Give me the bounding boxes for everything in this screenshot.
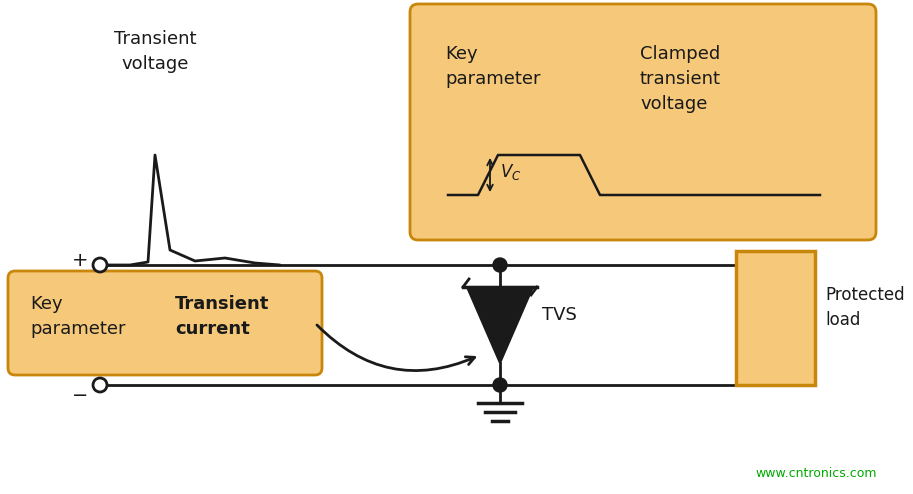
Text: Transient: Transient (114, 30, 196, 48)
Text: Protected: Protected (825, 286, 905, 304)
Text: parameter: parameter (445, 70, 540, 88)
Text: +: + (72, 250, 89, 270)
Circle shape (93, 258, 107, 272)
Text: Transient: Transient (175, 295, 269, 313)
Text: load: load (825, 311, 860, 329)
Text: www.cntronics.com: www.cntronics.com (755, 467, 876, 480)
Text: −: − (72, 385, 89, 405)
Text: Key: Key (30, 295, 63, 313)
Text: current: current (175, 320, 250, 338)
Text: voltage: voltage (640, 95, 708, 113)
Circle shape (493, 378, 507, 392)
Text: TVS: TVS (542, 306, 577, 324)
Polygon shape (467, 287, 533, 363)
FancyBboxPatch shape (8, 271, 322, 375)
Text: transient: transient (640, 70, 721, 88)
Circle shape (93, 378, 107, 392)
FancyBboxPatch shape (410, 4, 876, 240)
Text: Key: Key (445, 45, 477, 63)
Text: parameter: parameter (30, 320, 125, 338)
FancyBboxPatch shape (736, 251, 815, 385)
Circle shape (493, 258, 507, 272)
Text: Clamped: Clamped (640, 45, 720, 63)
Text: $V_C$: $V_C$ (500, 162, 521, 182)
Text: voltage: voltage (121, 55, 189, 73)
